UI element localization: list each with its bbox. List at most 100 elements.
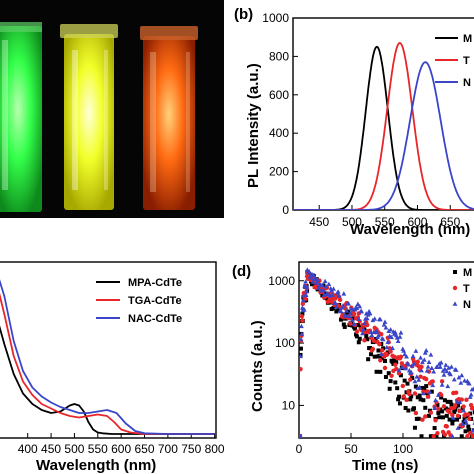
panel-d-point-0 bbox=[434, 434, 439, 438]
panel-d-point-2 bbox=[351, 321, 357, 326]
panel-d-point-2 bbox=[457, 399, 463, 405]
panel-d-point-0 bbox=[420, 385, 425, 390]
panel-d-point-2 bbox=[357, 304, 363, 309]
panel-d-point-1 bbox=[377, 341, 382, 347]
panel-d-point-2 bbox=[343, 313, 349, 318]
panel-d-point-0 bbox=[354, 334, 359, 339]
panel-d-point-2 bbox=[422, 350, 428, 355]
panel-d-point-2 bbox=[299, 336, 304, 342]
panel-d-point-0 bbox=[440, 409, 445, 414]
panel-d-point-0 bbox=[467, 427, 472, 432]
panel-d-point-1 bbox=[447, 409, 452, 415]
panel-d-point-2 bbox=[333, 300, 338, 305]
panel-d-xlabel: Time (ns) bbox=[352, 457, 418, 474]
panel-d-point-1 bbox=[423, 376, 429, 382]
panel-d-point-0 bbox=[402, 378, 407, 383]
panel-d-point-2 bbox=[314, 280, 320, 285]
panel-d-point-0 bbox=[300, 311, 305, 316]
panel-d-point-1 bbox=[444, 424, 449, 429]
panel-d-point-2 bbox=[462, 378, 467, 383]
panel-d-point-0 bbox=[381, 346, 386, 351]
panel-d-point-1 bbox=[378, 358, 383, 363]
panel-d-point-0 bbox=[374, 369, 379, 374]
panel-d-point-2 bbox=[445, 383, 451, 389]
panel-d-point-1 bbox=[396, 371, 402, 376]
panel-d-point-0 bbox=[445, 399, 450, 404]
panel-d-point-2 bbox=[404, 354, 409, 359]
panel-d-point-2 bbox=[299, 353, 303, 359]
panel-d-point-0 bbox=[419, 434, 424, 438]
panel-d-point-2 bbox=[338, 308, 344, 314]
panel-d-points bbox=[299, 267, 474, 438]
panel-d-point-2 bbox=[395, 338, 401, 344]
panel-d-point-0 bbox=[378, 369, 383, 374]
panel-d-point-2 bbox=[380, 336, 386, 342]
panel-d-legend: MTN bbox=[452, 267, 472, 311]
panel-d-point-1 bbox=[468, 402, 474, 408]
panel-d-point-2 bbox=[436, 361, 442, 366]
panel-b-legend: MTN bbox=[435, 33, 472, 89]
panel-d-xtick-label: 100 bbox=[393, 442, 413, 456]
panel-d-point-2 bbox=[456, 374, 462, 380]
panel-d-point-0 bbox=[356, 340, 361, 345]
panel-d-point-2 bbox=[372, 316, 378, 321]
panel-d-point-0 bbox=[412, 425, 417, 430]
panel-d-point-2 bbox=[438, 360, 444, 365]
panel-d-point-0 bbox=[346, 309, 351, 314]
panel-d-legend-label-0: M bbox=[463, 267, 472, 279]
panel-b-ytick-label: 1000 bbox=[262, 11, 289, 25]
panel-d-point-0 bbox=[443, 406, 448, 411]
panel-d-point-0 bbox=[448, 399, 453, 404]
panel-d-point-0 bbox=[449, 402, 454, 407]
panel-b-xtick-label: 550 bbox=[375, 215, 395, 229]
panel-d-legend-label-1: T bbox=[463, 283, 470, 295]
panel-d-point-2 bbox=[308, 275, 314, 280]
panel-d-point-2 bbox=[306, 269, 312, 274]
panel-d-point-2 bbox=[420, 359, 425, 365]
panel-d-point-2 bbox=[326, 281, 332, 287]
panel-d-point-2 bbox=[464, 420, 469, 425]
panel-d-point-legend-2 bbox=[452, 301, 458, 306]
panel-d-point-2 bbox=[349, 317, 355, 322]
panel-d-point-0 bbox=[472, 410, 474, 415]
panel-d-point-2 bbox=[346, 301, 351, 306]
vial-orange bbox=[140, 26, 198, 210]
panel-d-point-1 bbox=[362, 338, 367, 343]
panel-d-point-2 bbox=[341, 291, 347, 296]
panel-c-legend-label-2: NAC-CdTe bbox=[128, 313, 182, 325]
panel-d-point-0 bbox=[395, 386, 400, 391]
panel-d-point-1 bbox=[351, 311, 357, 317]
panel-d-point-2 bbox=[460, 421, 466, 426]
panel-d-point-2 bbox=[432, 405, 438, 411]
panel-d-point-2 bbox=[388, 327, 394, 332]
panel-d-point-1 bbox=[337, 297, 343, 303]
panel-d-point-0 bbox=[365, 337, 370, 342]
panel-d-point-0 bbox=[398, 373, 403, 378]
panel-d-point-0 bbox=[444, 413, 449, 418]
panel-d-point-2 bbox=[369, 332, 375, 338]
panel-d-point-2 bbox=[468, 392, 474, 397]
panel-c-ticks: 400 450 500 550 600 650 700 750 800 bbox=[18, 433, 225, 456]
panel-d-point-0 bbox=[364, 334, 369, 339]
panel-d-point-2 bbox=[398, 330, 404, 335]
panel-c-series-0 bbox=[0, 325, 215, 435]
panel-d-point-1 bbox=[412, 391, 418, 396]
panel-d-point-0 bbox=[432, 426, 437, 431]
panel-d-point-0 bbox=[463, 429, 468, 434]
panel-d-point-2 bbox=[389, 334, 394, 340]
panel-c-frame bbox=[0, 261, 217, 439]
panel-d-point-0 bbox=[436, 411, 441, 416]
panel-d-point-2 bbox=[450, 415, 456, 420]
panel-d-point-2 bbox=[310, 279, 316, 284]
panel-d-point-2 bbox=[304, 284, 310, 289]
panel-d-point-2 bbox=[433, 397, 438, 403]
panel-d-point-2 bbox=[322, 278, 328, 284]
panel-d-point-2 bbox=[426, 359, 432, 364]
panel-d-point-1 bbox=[424, 389, 430, 394]
panel-c-series-1 bbox=[0, 292, 215, 435]
panel-d-point-1 bbox=[430, 379, 435, 384]
panel-d-point-2 bbox=[401, 348, 407, 353]
panel-d-point-0 bbox=[417, 393, 422, 398]
panel-d-point-2 bbox=[439, 382, 445, 387]
